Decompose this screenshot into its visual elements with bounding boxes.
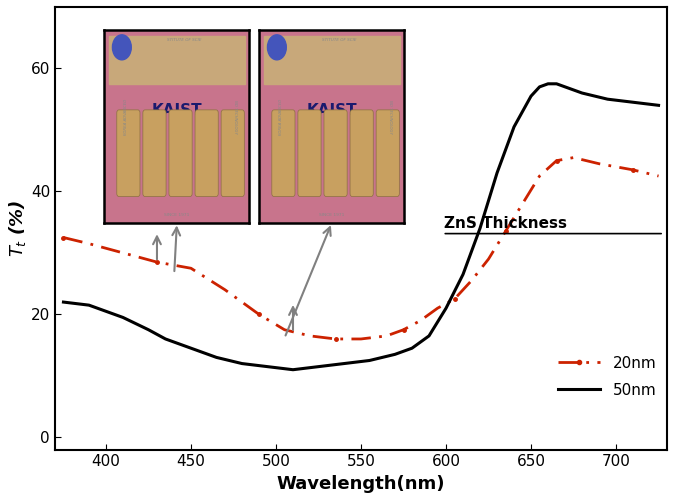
Y-axis label: $T_t$ (%): $T_t$ (%) — [7, 200, 28, 257]
Text: KAIST: KAIST — [152, 104, 202, 118]
Text: KOREA ADVANCED: KOREA ADVANCED — [279, 98, 283, 134]
Bar — [264, 36, 400, 84]
Text: SINCE 1971: SINCE 1971 — [319, 213, 344, 217]
FancyBboxPatch shape — [298, 110, 321, 196]
Text: STITUTE OF SCIE: STITUTE OF SCIE — [167, 38, 202, 42]
FancyBboxPatch shape — [195, 110, 218, 196]
Text: ZnS Thickness: ZnS Thickness — [443, 216, 567, 230]
Text: KAIST: KAIST — [307, 104, 357, 118]
FancyBboxPatch shape — [117, 110, 140, 196]
FancyBboxPatch shape — [272, 110, 295, 196]
Circle shape — [268, 35, 286, 60]
Text: ND TECHNOLOGY: ND TECHNOLOGY — [233, 100, 237, 134]
Text: ND TECHNOLOGY: ND TECHNOLOGY — [388, 100, 392, 134]
FancyBboxPatch shape — [221, 110, 244, 196]
Circle shape — [113, 35, 131, 60]
FancyBboxPatch shape — [350, 110, 373, 196]
Text: SINCE 1971: SINCE 1971 — [164, 213, 189, 217]
FancyBboxPatch shape — [376, 110, 399, 196]
FancyBboxPatch shape — [324, 110, 347, 196]
Text: STITUTE OF SCIE: STITUTE OF SCIE — [322, 38, 357, 42]
Legend: 20nm, 50nm: 20nm, 50nm — [557, 356, 656, 398]
Text: KOREA ADVANCED: KOREA ADVANCED — [124, 98, 128, 134]
Bar — [109, 36, 245, 84]
X-axis label: Wavelength(nm): Wavelength(nm) — [277, 475, 446, 493]
FancyBboxPatch shape — [169, 110, 192, 196]
FancyBboxPatch shape — [143, 110, 166, 196]
